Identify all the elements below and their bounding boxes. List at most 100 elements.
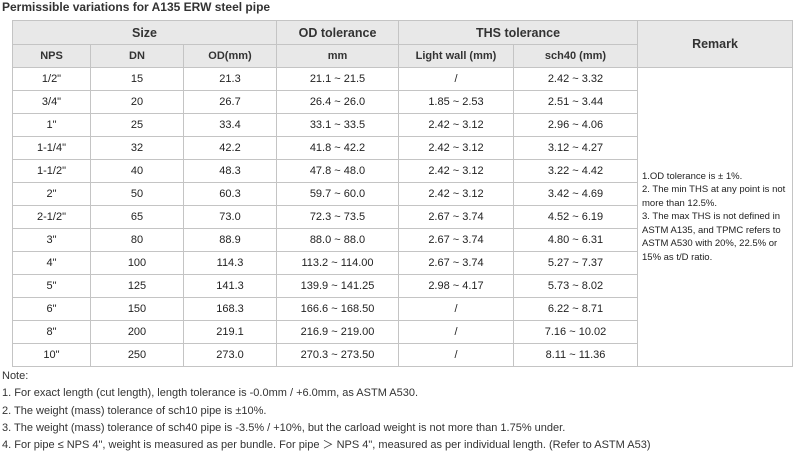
note-item: 3. The weight (mass) tolerance of sch40 … (2, 421, 566, 434)
group-header: THS tolerance (398, 20, 638, 45)
table-cell: 100 (90, 251, 184, 275)
table-cell: 166.6 ~ 168.50 (276, 297, 399, 321)
table-cell: 26.7 (183, 90, 277, 114)
column-header: mm (276, 44, 399, 68)
tolerance-table: Size OD tolerance THS tolerance Remark N… (12, 20, 793, 367)
table-cell: 73.0 (183, 205, 277, 229)
table-cell: 80 (90, 228, 184, 252)
column-header: DN (90, 44, 184, 68)
table-cell: 33.1 ~ 33.5 (276, 113, 399, 137)
table-cell: 2.42 ~ 3.12 (398, 136, 514, 160)
title: Permissible variations for A135 ERW stee… (2, 0, 271, 14)
header-row: Size OD tolerance THS tolerance Remark (12, 20, 793, 68)
table-cell: 50 (90, 182, 184, 206)
table-cell: 2.67 ~ 3.74 (398, 228, 514, 252)
table-cell: 168.3 (183, 297, 277, 321)
table-cell: 59.7 ~ 60.0 (276, 182, 399, 206)
table-row: 5" 125 141.3 139.9 ~ 141.25 2.98 ~ 4.17 5.73 … (12, 274, 793, 298)
table-body: 1/2" 15 21.3 21.1 ~ 21.5/2.42 ~ 3.32 1.OD to… (12, 67, 793, 367)
table-cell: 8" (12, 320, 91, 344)
table-cell: 20 (90, 90, 184, 114)
note-item: 2. The weight (mass) tolerance of sch10 … (2, 404, 267, 417)
table-cell: 2" (12, 182, 91, 206)
table-cell: 26.4 ~ 26.0 (276, 90, 399, 114)
table-cell: 65 (90, 205, 184, 229)
table-cell: 5.73 ~ 8.02 (513, 274, 638, 298)
table-cell: 3/4" (12, 90, 91, 114)
table-cell: 2.67 ~ 3.74 (398, 205, 514, 229)
table-cell: 2-1/2" (12, 205, 91, 229)
table-cell: 2.42 ~ 3.32 (513, 67, 638, 91)
notes-heading: Note: (2, 370, 29, 382)
header-row: NPS DN OD(mm) mm Light wall (mm) sch40 (… (12, 44, 793, 68)
table-cell: 250 (90, 343, 184, 367)
table-cell: 8.11 ~ 11.36 (513, 343, 638, 367)
table-cell: 33.4 (183, 113, 277, 137)
table-cell: 5.27 ~ 7.37 (513, 251, 638, 275)
remark-cell: 1.OD tolerance is ± 1%. 2. The min THS at… (637, 67, 793, 367)
table-cell: 72.3 ~ 73.5 (276, 205, 399, 229)
table-cell: 114.3 (183, 251, 277, 275)
table-cell: 2.98 ~ 4.17 (398, 274, 514, 298)
table-cell: 2.42 ~ 3.12 (398, 159, 514, 183)
table-cell: 21.3 (183, 67, 277, 91)
table-cell: 47.8 ~ 48.0 (276, 159, 399, 183)
table-cell: 150 (90, 297, 184, 321)
table-cell: 21.1 ~ 21.5 (276, 67, 399, 91)
table-row: 2" 50 60.3 59.7 ~ 60.0 2.42 ~ 3.12 3.42 ~ 4.6… (12, 182, 793, 206)
table-cell: 2.67 ~ 3.74 (398, 251, 514, 275)
table-cell: 60.3 (183, 182, 277, 206)
table-cell: 273.0 (183, 343, 277, 367)
table-cell: 3.42 ~ 4.69 (513, 182, 638, 206)
note-item: 1. For exact length (cut length), length… (2, 387, 419, 400)
table-cell: 42.2 (183, 136, 277, 160)
column-header: OD(mm) (183, 44, 277, 68)
column-header: Light wall (mm) (398, 44, 514, 68)
table-cell: 3" (12, 228, 91, 252)
table-cell: 2.51 ~ 3.44 (513, 90, 638, 114)
table-row: 8" 200 219.1 216.9 ~ 219.00/7.16 ~ 10.02 (12, 320, 793, 344)
table-cell: 200 (90, 320, 184, 344)
table-cell: / (398, 67, 514, 91)
remark-line: 1.OD tolerance is ± 1%. (642, 170, 743, 182)
table-cell: 113.2 ~ 114.00 (276, 251, 399, 275)
table-cell: 15 (90, 67, 184, 91)
table-cell: 6.22 ~ 8.71 (513, 297, 638, 321)
table-cell: 4.80 ~ 6.31 (513, 228, 638, 252)
table-cell: 88.0 ~ 88.0 (276, 228, 399, 252)
table-cell: 5" (12, 274, 91, 298)
table-cell: 7.16 ~ 10.02 (513, 320, 638, 344)
table-cell: 1-1/4" (12, 136, 91, 160)
table-cell: / (398, 343, 514, 367)
table-cell: / (398, 320, 514, 344)
table-cell: 1/2" (12, 67, 91, 91)
table-cell: 4.52 ~ 6.19 (513, 205, 638, 229)
table-row: 10" 250 273.0 270.3 ~ 273.50/8.11 ~ 11.36 (12, 343, 793, 367)
table-cell: 32 (90, 136, 184, 160)
table-row: 1-1/4" 32 42.2 41.8 ~ 42.2 2.42 ~ 3.12 3.12 ~… (12, 136, 793, 160)
table-cell: 3.22 ~ 4.42 (513, 159, 638, 183)
table-cell: 10" (12, 343, 91, 367)
table-cell: 139.9 ~ 141.25 (276, 274, 399, 298)
table-cell: 2.42 ~ 3.12 (398, 182, 514, 206)
group-header: Size (12, 20, 277, 45)
table-cell: 216.9 ~ 219.00 (276, 320, 399, 344)
table-cell: / (398, 297, 514, 321)
table-cell: 4" (12, 251, 91, 275)
table-cell: 1-1/2" (12, 159, 91, 183)
table-cell: 41.8 ~ 42.2 (276, 136, 399, 160)
table-cell: 88.9 (183, 228, 277, 252)
table-cell: 1.85 ~ 2.53 (398, 90, 514, 114)
table-cell: 2.96 ~ 4.06 (513, 113, 638, 137)
table-cell: 6" (12, 297, 91, 321)
table-cell: 48.3 (183, 159, 277, 183)
table-cell: 3.12 ~ 4.27 (513, 136, 638, 160)
column-header: sch40 (mm) (513, 44, 638, 68)
table-cell: 219.1 (183, 320, 277, 344)
group-header: Remark (637, 20, 793, 68)
column-header: NPS (12, 44, 91, 68)
table-cell: 1" (12, 113, 91, 137)
table-row: 4" 100 114.3 113.2 ~ 114.00 2.67 ~ 3.74 5.27 … (12, 251, 793, 275)
remark-line: 2. The min THS at any point is not more … (642, 184, 786, 209)
